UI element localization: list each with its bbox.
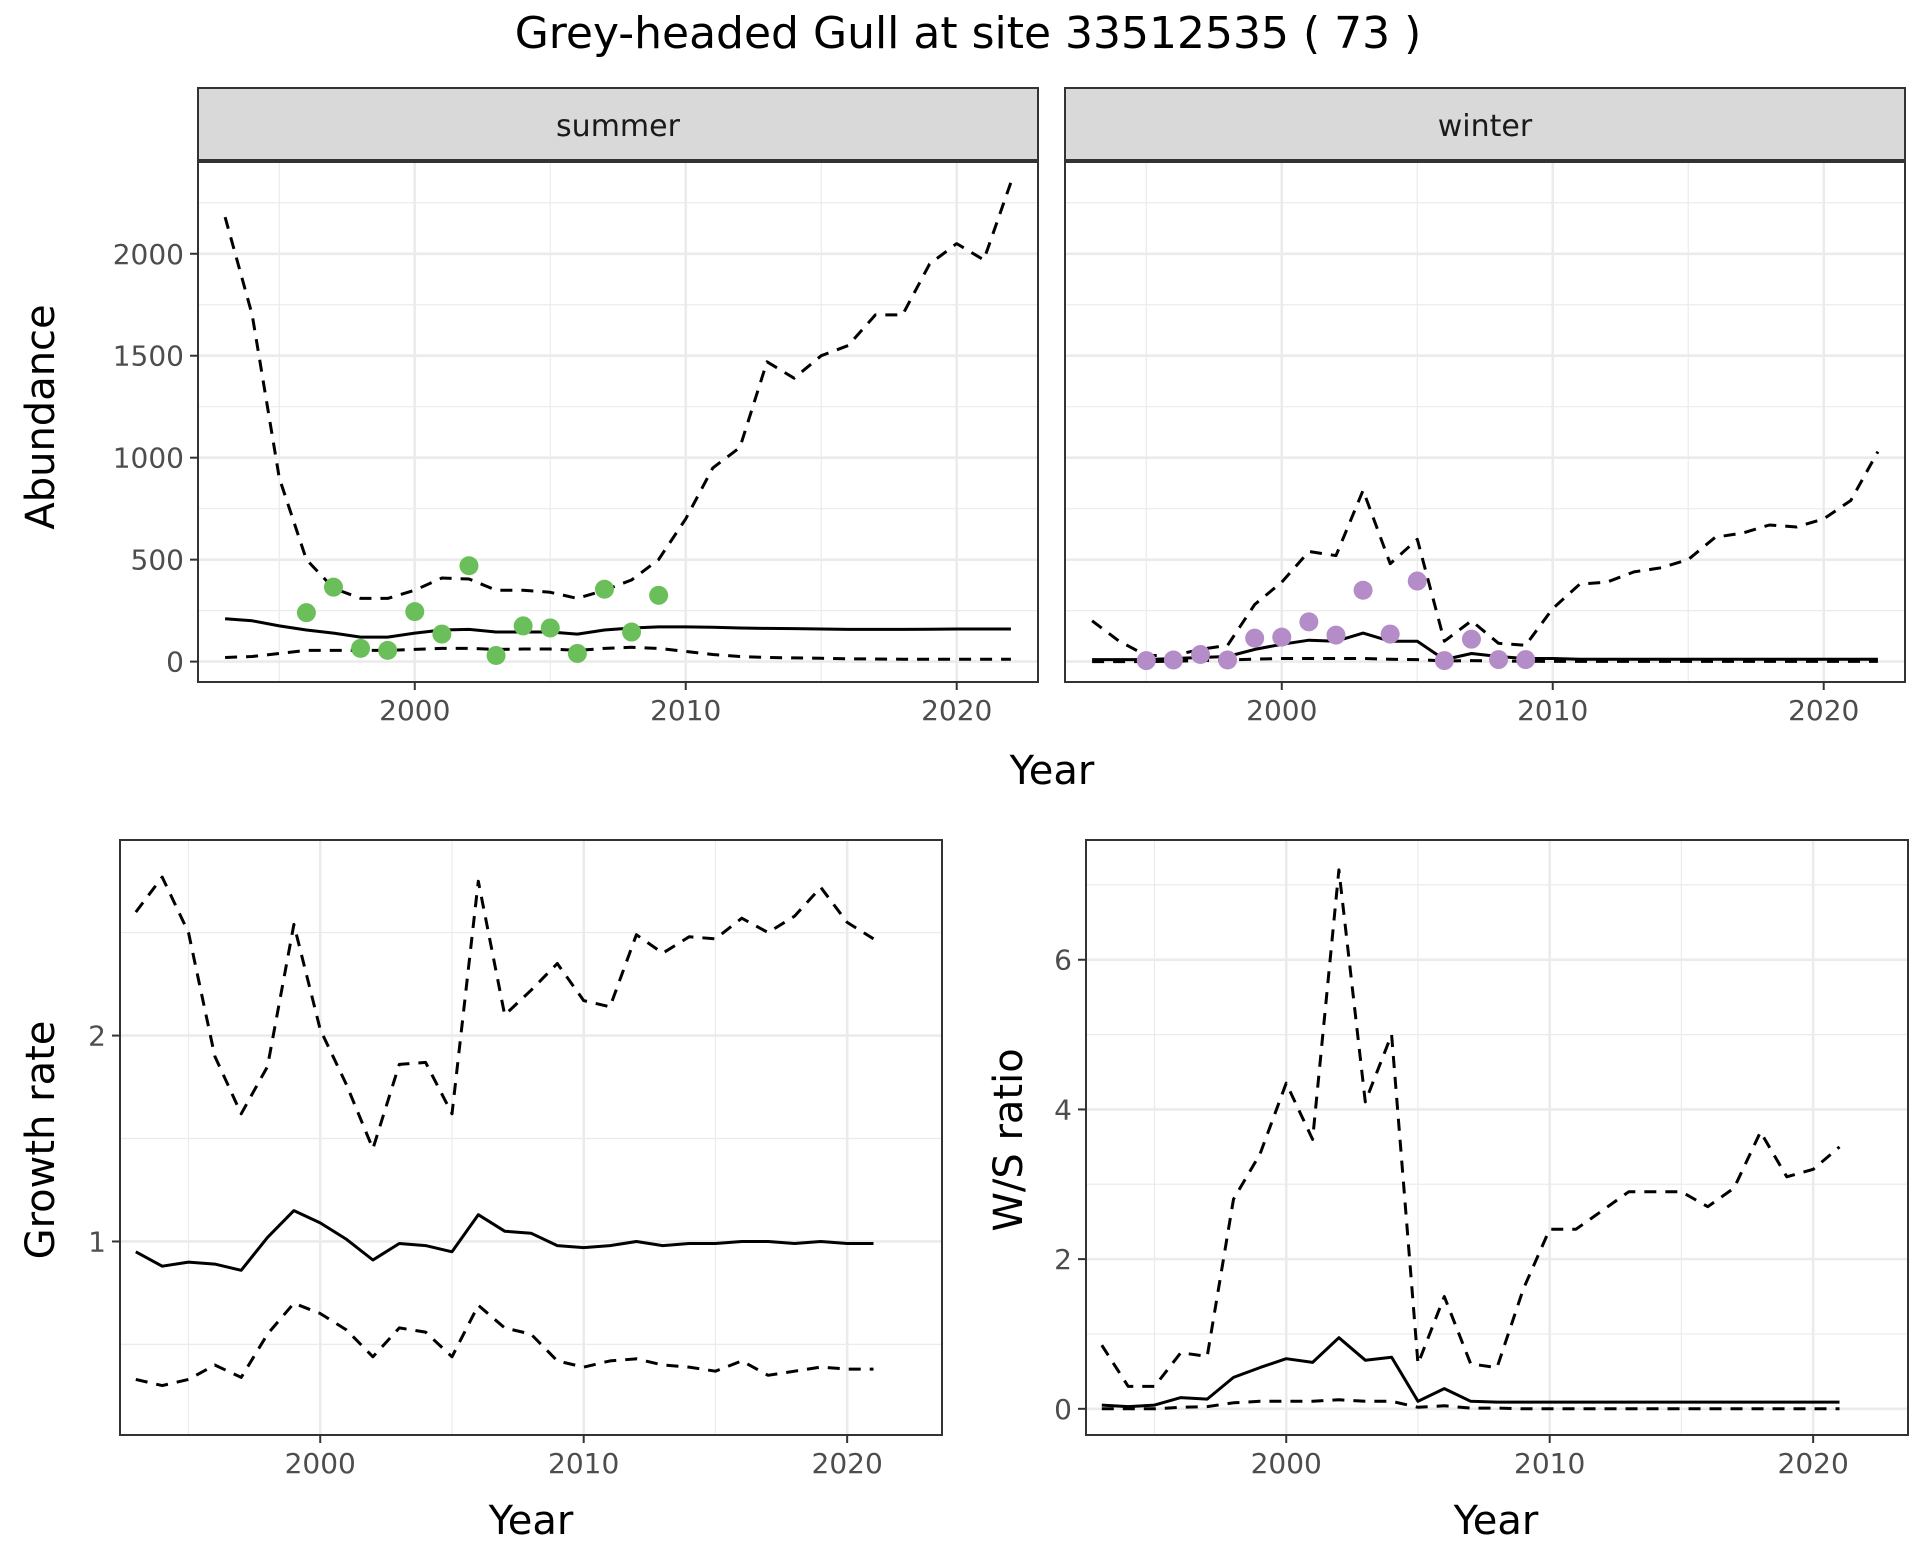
abundance-winter-observed-point xyxy=(1407,571,1427,591)
ws-ratio-estimate-line xyxy=(1101,1336,1840,1409)
growth-rate-bound-line-2 xyxy=(135,1301,874,1388)
abundance-summer-observed-point xyxy=(459,556,479,576)
ws-ratio-x-tick-label: 2010 xyxy=(1514,1447,1585,1480)
ws-ratio-y-tick-label: 6 xyxy=(1054,944,1072,977)
growth-rate-x-tick-label: 2020 xyxy=(812,1447,883,1480)
abundance-winter-observed-point xyxy=(1299,612,1319,632)
abundance-summer-y-tick-label: 1500 xyxy=(113,340,184,373)
abundance-summer-plot-area xyxy=(198,162,1038,682)
abundance-winter-observed-point xyxy=(1461,629,1481,649)
abundance-summer-observed-point xyxy=(486,645,506,665)
abundance-winter-observed-point xyxy=(1434,651,1454,671)
abundance-winter-x-tick-label: 2000 xyxy=(1246,694,1317,727)
ws-ratio-x-tick-label: 2020 xyxy=(1778,1447,1849,1480)
abundance-summer-observed-point xyxy=(594,579,614,599)
growth-rate-panel-border xyxy=(119,839,943,1436)
winter-strip-label: winter xyxy=(1438,109,1533,144)
growth-rate-y-tick-label: 1 xyxy=(88,1225,106,1258)
growth-rate-x-tick-label: 2000 xyxy=(285,1447,356,1480)
ws-ratio-panel-border xyxy=(1085,839,1909,1436)
growth-rate-y-title: Growth rate xyxy=(18,1021,64,1260)
abundance-winter-observed-point xyxy=(1136,651,1156,671)
abundance-summer-observed-point xyxy=(513,616,533,636)
abundance-summer-observed-point xyxy=(351,638,371,658)
abundance-winter-observed-point xyxy=(1489,650,1509,670)
abundance-summer-estimate-line xyxy=(224,617,1011,639)
abundance-summer-observed-point xyxy=(432,624,452,644)
ws-ratio-panel: 2000 2010 2020 0 2 4 6 xyxy=(1054,839,1909,1480)
ws-ratio-y-tick-label: 0 xyxy=(1054,1393,1072,1426)
abundance-winter-observed-point xyxy=(1245,628,1265,648)
growth-rate-panel: 2000 2010 2020 1 2 xyxy=(88,839,943,1480)
abundance-summer-observed-point xyxy=(378,640,398,660)
winter-strip xyxy=(1064,87,1906,161)
abundance-winter-observed-point xyxy=(1163,650,1183,670)
abundance-x-title: Year xyxy=(1009,748,1095,794)
abundance-summer-panel-border xyxy=(197,161,1039,683)
growth-rate-x-tick-label: 2010 xyxy=(548,1447,619,1480)
growth-rate-plot-area xyxy=(120,840,942,1435)
abundance-summer-observed-point xyxy=(649,585,669,605)
summer-strip-label: summer xyxy=(556,109,681,144)
abundance-winter-bound-line-1 xyxy=(1091,450,1880,657)
figure-title: Grey-headed Gull at site 33512535 ( 73 ) xyxy=(515,8,1422,59)
abundance-y-title: Abundance xyxy=(18,304,64,529)
abundance-summer-y-tick-label: 2000 xyxy=(113,238,184,271)
abundance-winter-observed-point xyxy=(1272,627,1292,647)
abundance-summer-observed-point xyxy=(567,643,587,663)
ws-ratio-y-tick-label: 4 xyxy=(1054,1093,1072,1126)
ws-ratio-bound-line-2 xyxy=(1101,1398,1840,1411)
growth-rate-x-title: Year xyxy=(488,1498,574,1544)
ws-ratio-x-tick-label: 2000 xyxy=(1251,1447,1322,1480)
abundance-winter-observed-point xyxy=(1380,624,1400,644)
abundance-summer-y-tick-label: 1000 xyxy=(113,442,184,475)
ws-ratio-plot-area xyxy=(1086,840,1908,1435)
abundance-summer-x-tick-label: 2000 xyxy=(379,694,450,727)
abundance-winter-x-tick-label: 2020 xyxy=(1788,694,1859,727)
abundance-winter-observed-point xyxy=(1190,644,1210,664)
abundance-winter-observed-point xyxy=(1326,625,1346,645)
growth-rate-y-tick-label: 2 xyxy=(88,1020,106,1053)
abundance-summer-panel: summer 2000 2010 2020 0 500 1000 1500 2000 xyxy=(113,87,1039,727)
ws-ratio-y-tick-label: 2 xyxy=(1054,1243,1072,1276)
abundance-winter-observed-point xyxy=(1353,580,1373,600)
abundance-winter-x-tick-label: 2010 xyxy=(1517,694,1588,727)
abundance-summer-x-tick-label: 2010 xyxy=(650,694,721,727)
ws-ratio-x-title: Year xyxy=(1453,1498,1539,1544)
abundance-winter-observed-point xyxy=(1218,650,1238,670)
abundance-summer-y-tick-label: 500 xyxy=(131,544,184,577)
abundance-winter-panel-border xyxy=(1064,161,1906,683)
abundance-winter-panel: winter 2000 2010 2020 xyxy=(1064,87,1906,727)
abundance-summer-observed-point xyxy=(622,622,642,642)
abundance-summer-observed-point xyxy=(405,602,425,622)
abundance-winter-observed-point xyxy=(1516,650,1536,670)
abundance-winter-plot-area xyxy=(1065,162,1905,682)
summer-strip xyxy=(197,87,1039,161)
abundance-summer-observed-point xyxy=(323,577,343,597)
growth-rate-estimate-line xyxy=(135,1209,874,1272)
abundance-summer-x-tick-label: 2020 xyxy=(921,694,992,727)
abundance-summer-y-tick-label: 0 xyxy=(166,646,184,679)
abundance-summer-observed-point xyxy=(540,618,560,638)
ws-ratio-y-title: W/S ratio xyxy=(986,1048,1032,1231)
abundance-summer-observed-point xyxy=(296,603,316,623)
